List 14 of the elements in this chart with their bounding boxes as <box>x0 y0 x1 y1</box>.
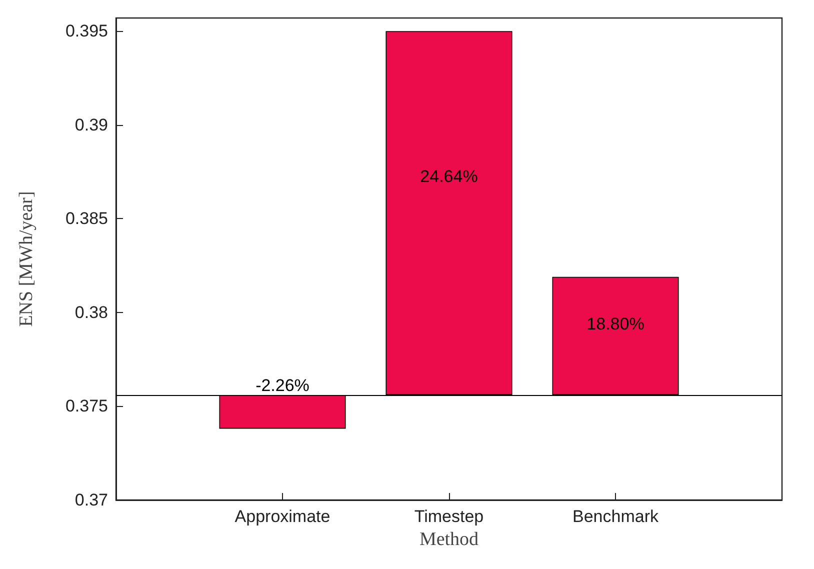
y-tick-label: 0.395 <box>65 22 108 41</box>
x-axis-title: Method <box>419 529 480 550</box>
y-tick-label: 0.38 <box>74 302 108 322</box>
annotation: -2.26% <box>256 376 310 395</box>
y-tick-label: 0.39 <box>74 115 108 134</box>
y-axis-title: ENS [MWh/year] <box>16 191 37 327</box>
annotation: 18.80% <box>586 314 644 334</box>
x-tick-label: Benchmark <box>572 507 659 526</box>
annotation: 24.64% <box>420 167 478 186</box>
y-tick-label: 0.37 <box>74 490 108 510</box>
x-tick-label: Approximate <box>234 507 330 526</box>
x-tick-label: Timestep <box>414 507 484 526</box>
y-tick-label: 0.385 <box>65 209 108 228</box>
y-tick-label: 0.375 <box>65 396 108 416</box>
